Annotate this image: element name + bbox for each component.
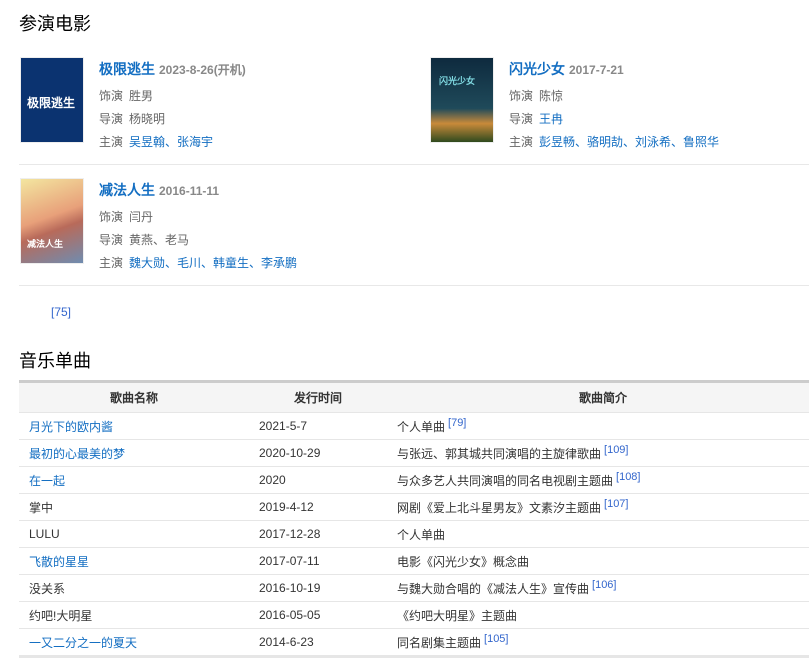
poster-title: 极限逃生 (27, 96, 76, 110)
column-header: 歌曲名称 (19, 381, 249, 413)
release-date: 2017-12-28 (249, 520, 387, 548)
reference-link[interactable]: [109] (604, 444, 629, 456)
release-date: 2021-5-7 (249, 412, 387, 440)
film-poster[interactable]: 极限逃生 (20, 57, 84, 143)
song-name[interactable]: 最初的心最美的梦 (19, 439, 249, 467)
column-header: 发行时间 (249, 381, 387, 413)
film-date: 2017-7-21 (569, 63, 624, 77)
song-description: 个人单曲 [79] (387, 412, 809, 440)
reference-link[interactable]: [79] (448, 417, 467, 429)
description-text: 网剧《爱上北斗星男友》文素汐主题曲 (397, 501, 602, 515)
song-description: 网剧《爱上北斗星男友》文素汐主题曲 [107] (387, 493, 809, 521)
release-date: 2019-4-12 (249, 493, 387, 521)
director-label: 导演 (99, 112, 124, 126)
cast-label: 主演 (99, 256, 124, 270)
role-value: 闫丹 (129, 210, 154, 224)
reference-link[interactable]: [106] (592, 579, 617, 591)
films-heading: 参演电影 (19, 14, 91, 34)
table-row: 没关系 2016-10-19 与魏大勋合唱的《减法人生》宣传曲 [106] (19, 574, 809, 602)
release-date: 2014-6-23 (249, 628, 387, 657)
cast-links[interactable]: 魏大勋、毛川、韩童生、李承鹏 (129, 256, 298, 270)
column-header: 歌曲简介 (387, 381, 809, 413)
poster-title: 闪光少女 (439, 76, 476, 86)
song-description: 同名剧集主题曲 [105] (387, 628, 809, 657)
divider (19, 285, 809, 286)
music-table: 歌曲名称 发行时间 歌曲简介 月光下的欧内酱 2021-5-7 个人单曲 [79]… (19, 380, 809, 658)
song-description: 与众多艺人共同演唱的同名电视剧主题曲 [108] (387, 466, 809, 494)
director-value[interactable]: 王冉 (539, 112, 564, 126)
description-text: 个人单曲 (397, 420, 446, 434)
song-name: 掌中 (19, 493, 249, 521)
release-date: 2020 (249, 466, 387, 494)
film-title-link[interactable]: 闪光少女 (509, 61, 565, 77)
song-description: 与张远、郭其城共同演唱的主旋律歌曲 [109] (387, 439, 809, 467)
table-row: 月光下的欧内酱 2021-5-7 个人单曲 [79] (19, 412, 809, 440)
description-text: 《约吧大明星》主题曲 (397, 608, 518, 623)
reference-link[interactable]: [75] (51, 305, 72, 319)
description-text: 与张远、郭其城共同演唱的主旋律歌曲 (397, 447, 602, 461)
song-description: 个人单曲 (387, 520, 809, 548)
song-name[interactable]: 在一起 (19, 466, 249, 494)
release-date: 2017-07-11 (249, 547, 387, 575)
table-row: 最初的心最美的梦 2020-10-29 与张远、郭其城共同演唱的主旋律歌曲 [10… (19, 439, 809, 467)
divider (19, 164, 809, 165)
film-date: 2016-11-11 (159, 184, 220, 198)
description-text: 与众多艺人共同演唱的同名电视剧主题曲 (397, 474, 614, 488)
film-title-link[interactable]: 减法人生 (99, 182, 155, 198)
role-value: 陈惊 (539, 89, 564, 103)
description-text: 同名剧集主题曲 (397, 636, 482, 650)
film-card: 闪光少女 闪光少女 2017-7-21 饰演 陈惊 导演 王冉 主演 彭昱畅、骆明劼、刘… (430, 57, 809, 149)
film-date: 2023-8-26(开机) (159, 63, 246, 77)
release-date: 2016-05-05 (249, 601, 387, 629)
role-label: 饰演 (99, 89, 124, 103)
table-row: 在一起 2020 与众多艺人共同演唱的同名电视剧主题曲 [108] (19, 466, 809, 494)
film-title-link[interactable]: 极限逃生 (99, 61, 155, 77)
film-poster[interactable]: 减法人生 (20, 178, 84, 264)
release-date: 2020-10-29 (249, 439, 387, 467)
song-description: 《约吧大明星》主题曲 (387, 601, 809, 629)
description-text: 电影《闪光少女》概念曲 (397, 554, 530, 569)
description-text: 个人单曲 (397, 527, 446, 542)
song-name[interactable]: 飞散的星星 (19, 547, 249, 575)
cast-links[interactable]: 吴昱翰、张海宇 (129, 135, 214, 149)
director-value: 黄燕、老马 (129, 233, 190, 247)
cast-label: 主演 (99, 135, 124, 149)
poster-title: 减法人生 (27, 239, 64, 249)
film-card: 减法人生 减法人生 2016-11-11 饰演 闫丹 导演 黄燕、老马 主演 魏大勋、毛… (20, 178, 410, 270)
table-row: 掌中 2019-4-12 网剧《爱上北斗星男友》文素汐主题曲 [107] (19, 493, 809, 521)
role-value: 胜男 (129, 89, 154, 103)
table-row: 约吧!大明星 2016-05-05 《约吧大明星》主题曲 (19, 601, 809, 629)
role-label: 饰演 (99, 210, 124, 224)
cast-label: 主演 (509, 135, 534, 149)
release-date: 2016-10-19 (249, 574, 387, 602)
table-row: LULU 2017-12-28 个人单曲 (19, 520, 809, 548)
song-name: LULU (19, 520, 249, 548)
table-row: 飞散的星星 2017-07-11 电影《闪光少女》概念曲 (19, 547, 809, 575)
description-text: 与魏大勋合唱的《减法人生》宣传曲 (397, 582, 590, 596)
song-name[interactable]: 月光下的欧内酱 (19, 412, 249, 440)
role-label: 饰演 (509, 89, 534, 103)
reference-link[interactable]: [105] (484, 633, 509, 645)
cast-links[interactable]: 彭昱畅、骆明劼、刘泳希、鲁照华 (539, 135, 720, 149)
music-heading: 音乐单曲 (19, 351, 91, 371)
reference-link[interactable]: [107] (604, 498, 629, 510)
film-card: 极限逃生 极限逃生 2023-8-26(开机) 饰演 胜男 导演 杨晓明 主演 吴昱翰、… (20, 57, 410, 149)
reference-link[interactable]: [108] (616, 471, 641, 483)
table-row: 一又二分之一的夏天 2014-6-23 同名剧集主题曲 [105] (19, 628, 809, 657)
director-label: 导演 (99, 233, 124, 247)
song-name: 没关系 (19, 574, 249, 602)
song-name: 约吧!大明星 (19, 601, 249, 629)
film-poster[interactable]: 闪光少女 (430, 57, 494, 143)
song-description: 电影《闪光少女》概念曲 (387, 547, 809, 575)
song-name[interactable]: 一又二分之一的夏天 (19, 628, 249, 657)
song-description: 与魏大勋合唱的《减法人生》宣传曲 [106] (387, 574, 809, 602)
director-label: 导演 (509, 112, 534, 126)
director-value: 杨晓明 (129, 112, 166, 126)
